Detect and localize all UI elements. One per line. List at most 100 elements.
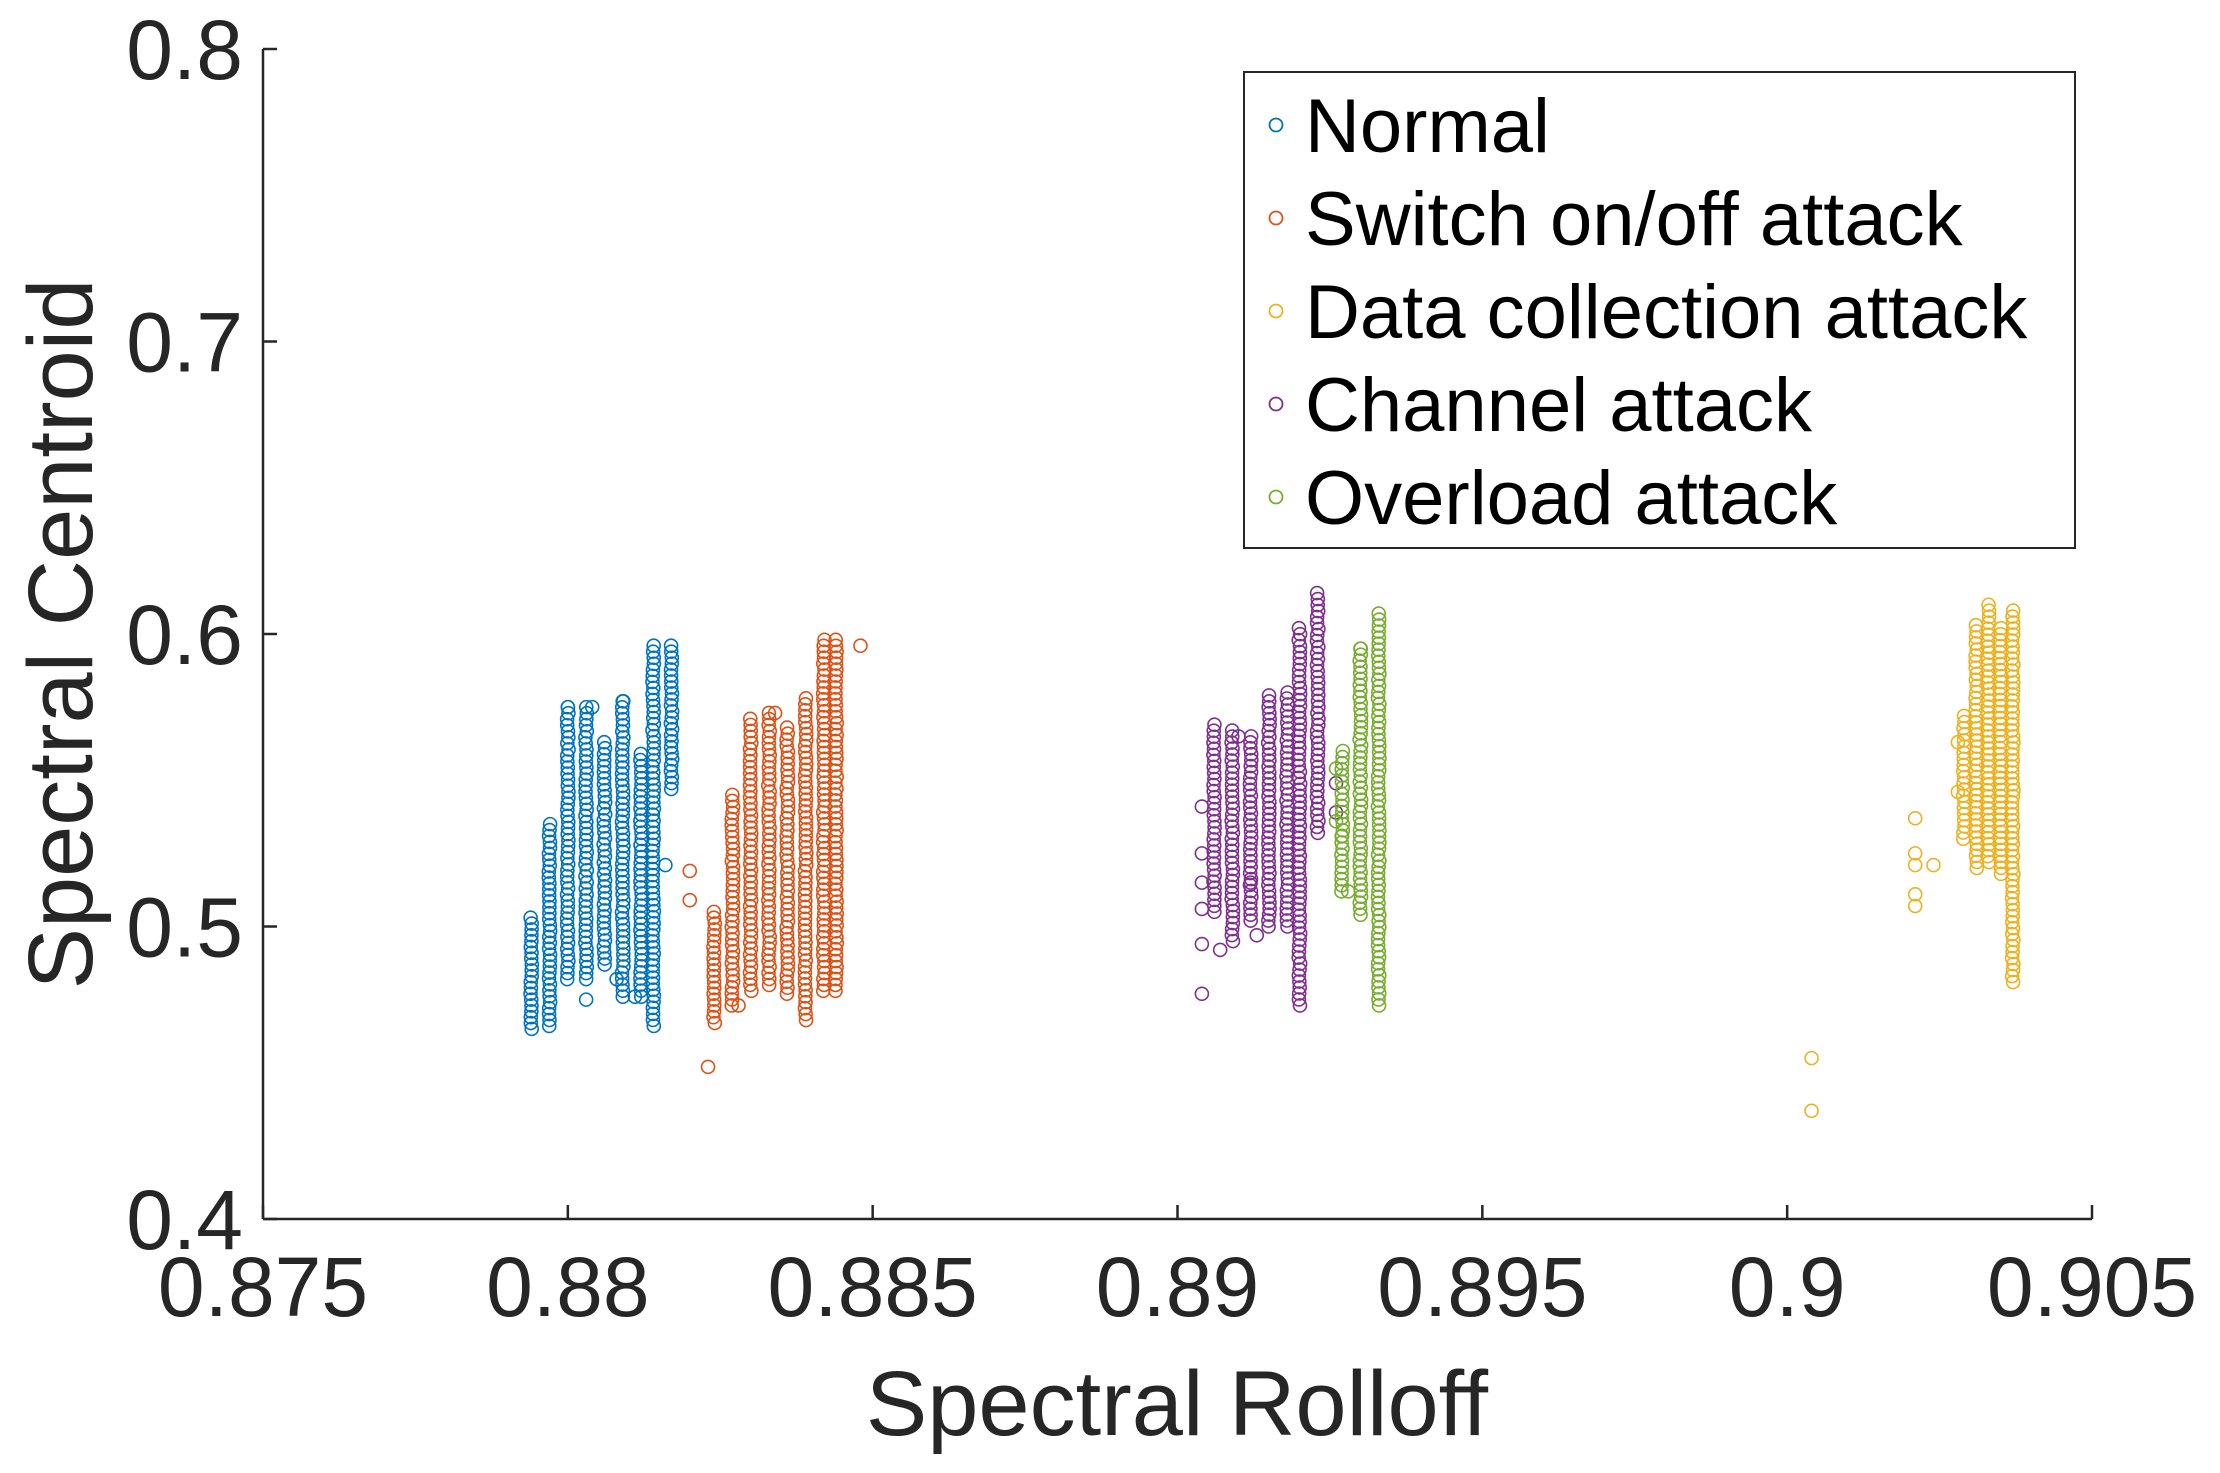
data-point: [1231, 729, 1246, 744]
data-point: [762, 850, 777, 866]
data-point: [1370, 690, 1386, 706]
data-point: [828, 733, 844, 749]
data-point: [1206, 856, 1221, 871]
data-point: [828, 703, 843, 719]
data-point: [2005, 741, 2020, 756]
data-point: [762, 754, 777, 769]
data-point: [542, 816, 558, 832]
data-point: [2006, 657, 2021, 672]
data-point: [1311, 699, 1326, 715]
data-point: [664, 692, 679, 707]
data-point: [761, 717, 776, 733]
data-points: [523, 585, 2021, 1119]
data-point: [780, 865, 795, 881]
data-point: [798, 875, 813, 891]
data-point: [664, 686, 680, 701]
data-point: [578, 832, 594, 848]
data-point: [1371, 992, 1386, 1007]
data-point: [1261, 848, 1276, 863]
data-point: [1224, 753, 1240, 768]
data-point: [616, 947, 631, 962]
data-point: [797, 911, 813, 927]
data-point: [1262, 705, 1277, 721]
data-point: [1371, 726, 1386, 742]
data-point: [682, 892, 698, 908]
data-point: [1310, 717, 1326, 733]
data-point: [798, 840, 813, 855]
data-point: [742, 778, 758, 793]
data-point: [560, 724, 576, 739]
data-point: [743, 717, 758, 733]
data-point: [1206, 807, 1222, 823]
data-point: [645, 686, 660, 702]
data-point: [646, 716, 662, 732]
data-point: [663, 698, 679, 713]
data-point: [725, 847, 741, 863]
data-point: [742, 868, 758, 884]
data-point: [1280, 919, 1295, 934]
data-point: [2005, 878, 2020, 894]
data-point: [762, 959, 777, 975]
data-point: [829, 864, 844, 880]
data-point: [797, 965, 813, 980]
data-point: [646, 903, 662, 919]
data-point: [706, 957, 722, 972]
data-point: [1261, 788, 1276, 804]
data-point: [664, 656, 680, 671]
data-point: [559, 887, 575, 902]
data-point: [1993, 800, 2008, 816]
data-point: [646, 741, 662, 756]
data-point: [816, 763, 832, 779]
data-point: [1291, 824, 1307, 840]
data-point: [559, 917, 575, 933]
data-point: [2004, 651, 2020, 666]
data-point: [2005, 771, 2020, 786]
data-point: [779, 974, 795, 989]
data-point: [828, 840, 844, 856]
data-point: [742, 753, 758, 769]
data-point: [797, 714, 813, 730]
data-point: [1242, 770, 1258, 786]
data-point: [1926, 857, 1941, 873]
data-point: [828, 656, 844, 671]
data-point: [645, 692, 661, 708]
data-point: [1261, 842, 1277, 857]
data-point: [578, 911, 594, 927]
data-point: [2005, 896, 2020, 912]
data-point: [1371, 606, 1387, 621]
data-point: [1292, 914, 1307, 929]
data-point: [743, 820, 758, 835]
data-point: [1371, 744, 1387, 760]
legend-label: Switch on/off attack: [1305, 177, 1964, 262]
data-point: [829, 727, 844, 743]
data-point: [725, 944, 741, 959]
data-point: [578, 881, 594, 896]
data-point: [1224, 921, 1240, 937]
data-point: [1371, 618, 1387, 633]
data-point: [724, 853, 740, 869]
data-point: [1353, 738, 1369, 753]
data-point: [828, 668, 844, 683]
data-point: [1311, 687, 1326, 703]
data-point: [596, 813, 612, 828]
data-point: [1194, 846, 1210, 861]
data-point: [798, 780, 814, 796]
data-point: [797, 774, 813, 790]
data-point: [1969, 836, 1985, 852]
data-point: [1309, 585, 1325, 601]
series-3: [1194, 585, 1344, 1013]
data-point: [542, 923, 558, 939]
data-point: [597, 933, 613, 948]
data-point: [1243, 752, 1259, 768]
data-point: [798, 893, 813, 909]
data-point: [1370, 931, 1386, 947]
data-point: [1292, 956, 1308, 971]
data-point: [762, 796, 777, 811]
data-point: [797, 917, 813, 933]
data-point: [742, 898, 758, 914]
data-point: [561, 790, 576, 806]
data-point: [1291, 734, 1307, 750]
data-point: [1309, 627, 1325, 643]
data-point: [1207, 717, 1222, 732]
